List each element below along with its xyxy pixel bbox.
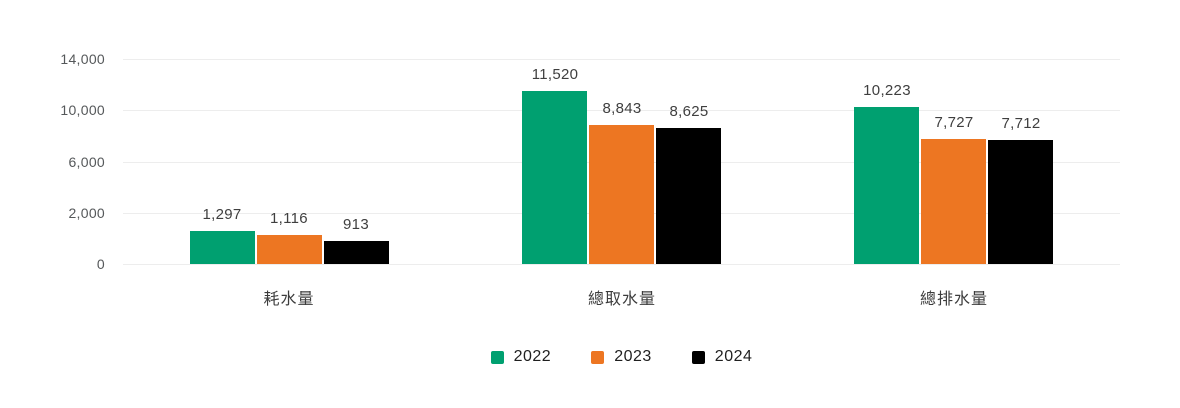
bar-value-label: 8,843	[602, 100, 642, 117]
category-label-耗水量: 耗水量	[263, 291, 315, 308]
bar-value-label: 7,727	[934, 114, 974, 131]
bar-value-label: 11,520	[531, 66, 579, 83]
bar-2022-總排水量	[854, 107, 919, 264]
gridline	[123, 59, 1120, 60]
y-axis-tick-label: 6,000	[68, 154, 105, 170]
bar-2024-總排水量	[988, 140, 1053, 264]
chart-legend: 2022 2023 2024	[123, 347, 1120, 367]
y-axis-tick-label: 10,000	[60, 102, 105, 118]
bar-value-label: 8,625	[669, 103, 709, 120]
legend-item-2023[interactable]: 2023	[591, 347, 652, 367]
gridline	[123, 110, 1120, 111]
bar-value-label: 10,223	[863, 82, 911, 99]
bar-value-label: 1,116	[270, 210, 308, 227]
legend-swatch-icon	[490, 350, 504, 364]
gridline	[123, 264, 1120, 265]
legend-label: 2022	[513, 348, 552, 365]
legend-label: 2023	[614, 348, 652, 365]
y-axis-tick-label: 14,000	[60, 51, 105, 67]
bar-2023-總排水量	[921, 139, 986, 264]
bar-2022-總取水量	[522, 91, 587, 264]
y-axis-tick-label: 0	[96, 256, 105, 272]
legend-item-2022[interactable]: 2022	[490, 347, 552, 367]
y-axis-tick-label: 2,000	[68, 205, 105, 221]
bar-2024-耗水量	[324, 241, 389, 264]
legend-item-2024[interactable]: 2024	[691, 347, 753, 367]
category-label-總取水量: 總取水量	[587, 291, 656, 308]
legend-swatch-icon	[591, 350, 605, 364]
legend-label: 2024	[714, 348, 753, 365]
bar-2024-總取水量	[656, 128, 721, 264]
bar-2022-耗水量	[190, 231, 255, 264]
bar-2023-耗水量	[257, 235, 322, 264]
legend-swatch-icon	[691, 350, 705, 364]
bar-value-label: 7,712	[1001, 115, 1041, 132]
bar-2023-總取水量	[589, 125, 654, 264]
bar-value-label: 913	[343, 216, 369, 233]
bar-value-label: 1,297	[202, 206, 242, 223]
category-label-總排水量: 總排水量	[919, 291, 988, 308]
